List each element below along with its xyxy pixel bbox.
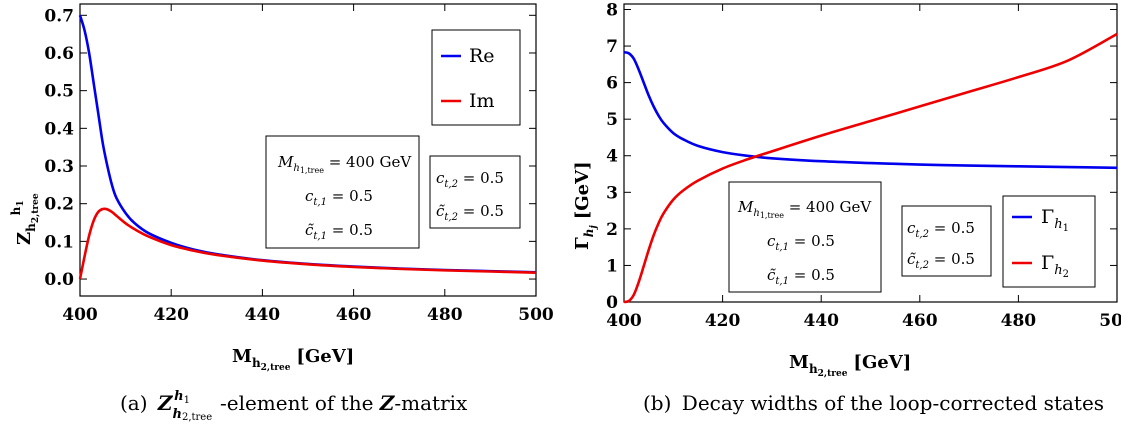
params-b1-line2: ct,1 = 0.5 xyxy=(767,232,835,253)
y-tick-label: 1 xyxy=(606,256,618,276)
legend-label-re: Re xyxy=(469,45,495,67)
params-box-b2: ct,2 = 0.5 c̃t,2 = 0.5 xyxy=(901,205,992,277)
y-tick-label: 0.3 xyxy=(44,157,74,177)
series-lines-b xyxy=(623,32,1118,304)
caption-b: (b) Decay widths of the loop-corrected s… xyxy=(643,391,1104,415)
series-lines-a xyxy=(78,14,537,280)
params-a2-line2: c̃t,2 = 0.5 xyxy=(436,202,504,223)
params-b2-line2: c̃t,2 = 0.5 xyxy=(907,250,975,271)
y-tick-label: 0.6 xyxy=(44,44,74,64)
params-box-b1: Mh1,tree = 400 GeV ct,1 = 0.5 c̃t,1 = 0.… xyxy=(728,181,882,293)
x-tick-label: 440 xyxy=(803,311,839,331)
params-a1-line2: ct,1 = 0.5 xyxy=(305,187,373,208)
params-b1-line3: c̃t,1 = 0.5 xyxy=(767,266,835,287)
legend-box-b xyxy=(1002,195,1096,288)
x-tick-label: 420 xyxy=(153,305,189,325)
legend-box-a xyxy=(431,29,521,126)
x-tick-label: 420 xyxy=(705,311,741,331)
x-axis-label-a: Mh2,tree[GeV] xyxy=(232,346,354,373)
y-axis-label-b: Γhj[GeV] xyxy=(572,161,599,250)
legend-label-im: Im xyxy=(469,90,495,112)
y-tick-label: 0.1 xyxy=(44,232,74,252)
params-a1-line3: c̃t,1 = 0.5 xyxy=(305,221,373,242)
x-tick-label: 400 xyxy=(62,305,98,325)
x-tick-label: 440 xyxy=(245,305,281,325)
params-box-a2: ct,2 = 0.5 c̃t,2 = 0.5 xyxy=(429,155,521,229)
y-tick-label: 0.4 xyxy=(44,119,74,139)
x-axis-label-b: Mh2,tree[GeV] xyxy=(789,352,911,379)
x-tick-label: 460 xyxy=(902,311,938,331)
panel-a: 0.0 0.1 0.2 0.3 0.4 0.5 0.6 0.7 400 420 440 460 480… xyxy=(9,3,554,423)
y-tick-label: 5 xyxy=(606,110,618,130)
y-ticks-a: 0.0 0.1 0.2 0.3 0.4 0.5 0.6 0.7 xyxy=(44,6,536,290)
y-tick-label: 2 xyxy=(606,220,618,240)
y-ticks-b: 0 1 2 3 4 5 6 7 8 xyxy=(606,0,1117,313)
x-ticks-a: 400 420 440 460 480 500 xyxy=(62,4,554,325)
y-tick-label: 0.2 xyxy=(44,195,74,215)
params-a1-line1: Mh1,tree = 400 GeV xyxy=(277,153,412,175)
y-tick-label: 4 xyxy=(606,147,618,167)
panel-b: 0 1 2 3 4 5 6 7 8 400 420 440 460 480 500 Γhj[GeV] Mh… xyxy=(572,0,1121,415)
series-line-b-2 xyxy=(623,32,1118,304)
y-tick-label: 0.5 xyxy=(44,82,74,102)
y-axis-label-a: Zh2,treeh1 xyxy=(9,193,41,245)
params-b2-line1: ct,2 = 0.5 xyxy=(907,219,975,240)
x-tick-label: 400 xyxy=(606,311,642,331)
params-b1-line1: Mh1,tree = 400 GeV xyxy=(737,198,872,220)
params-a2-line1: ct,2 = 0.5 xyxy=(436,169,504,190)
legend-a: Re Im xyxy=(431,29,521,126)
x-tick-label: 500 xyxy=(1099,311,1121,331)
series-line-a-2 xyxy=(78,207,537,280)
x-tick-label: 480 xyxy=(427,305,463,325)
y-tick-label: 0.7 xyxy=(44,6,74,26)
caption-a: (a) Zh2,treeh1 -element of the Z-matrix xyxy=(120,389,468,423)
y-tick-label: 7 xyxy=(606,37,618,57)
series-line-b-1 xyxy=(623,50,1118,170)
plot-frame-a xyxy=(79,3,537,297)
y-tick-label: 0.0 xyxy=(44,270,74,290)
params-box-a1: Mh1,tree = 400 GeV ct,1 = 0.5 c̃t,1 = 0.… xyxy=(265,135,420,249)
y-tick-label: 0 xyxy=(606,293,618,313)
legend-b: Γh1 Γh2 xyxy=(1002,195,1096,288)
plot-frame-b xyxy=(623,3,1118,303)
legend-label-gamma-h2: Γh2 xyxy=(1041,252,1069,280)
x-tick-label: 460 xyxy=(336,305,372,325)
y-tick-label: 6 xyxy=(606,74,618,94)
y-tick-label: 8 xyxy=(606,0,618,20)
y-tick-label: 3 xyxy=(606,183,618,203)
x-tick-label: 480 xyxy=(1001,311,1037,331)
x-tick-label: 500 xyxy=(518,305,554,325)
legend-label-gamma-h1: Γh1 xyxy=(1041,206,1069,234)
